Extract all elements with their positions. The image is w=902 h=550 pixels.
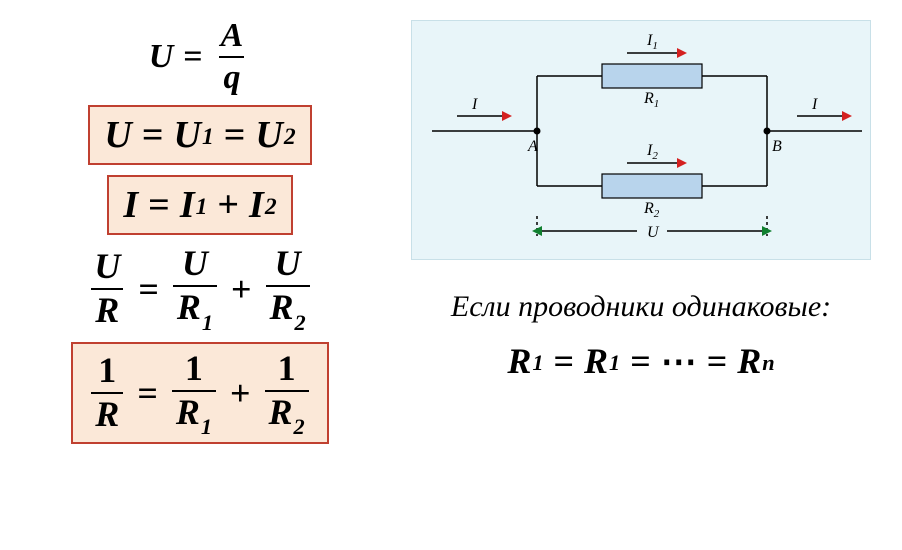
frac-1-R: 1 R xyxy=(91,352,123,434)
formula-reciprocal-resistance: 1 R = 1 R1 + 1 R2 xyxy=(71,342,328,444)
formula-parallel-voltage: U = U1 = U2 xyxy=(88,105,311,165)
label-I-left: I xyxy=(471,96,478,113)
equals: = xyxy=(707,340,728,382)
frac-1-R2: 1 R2 xyxy=(265,350,309,436)
label-node-B: B xyxy=(772,138,782,155)
var-U: U xyxy=(104,113,131,157)
fraction-A-over-q: A q xyxy=(217,18,248,95)
frac-1-R1: 1 R1 xyxy=(172,350,216,436)
equals: = xyxy=(138,268,159,310)
var-U1: U xyxy=(173,113,200,157)
var-R1: R xyxy=(507,340,531,382)
frac-U-R1: U R1 xyxy=(173,245,217,331)
label-R2: R2 xyxy=(643,200,660,220)
denominator-q: q xyxy=(219,56,244,96)
equals: = xyxy=(554,340,575,382)
label-I-right: I xyxy=(811,96,818,113)
diagram-column: I I A B I1 R1 xyxy=(400,0,902,550)
label-R1: R1 xyxy=(643,90,659,110)
var-I: I xyxy=(123,183,138,227)
var-I2: I xyxy=(249,183,264,227)
caption-identical-conductors: Если проводники одинаковые: xyxy=(451,290,831,324)
label-U: U xyxy=(647,224,660,241)
formula-equal-resistances: R1 = R1 = ⋯ = Rn xyxy=(507,340,774,382)
formula-parallel-current: I = I1 + I2 xyxy=(107,175,292,235)
frac-U-R2: U R2 xyxy=(266,245,310,331)
formula-U-over-R: U R = U R1 + U R2 xyxy=(86,245,313,331)
frac-U-R: U R xyxy=(90,248,124,330)
numerator-A: A xyxy=(217,18,248,56)
equals: = xyxy=(137,372,158,414)
formulas-column: U = A q U = U1 = U2 I = I1 + I2 U R xyxy=(0,0,400,550)
ellipsis: ⋯ xyxy=(661,340,697,382)
var-U: U xyxy=(149,38,174,76)
resistor-R2 xyxy=(602,174,702,198)
formula-voltage-definition: U = A q xyxy=(149,18,252,95)
var-U2: U xyxy=(255,113,282,157)
equals: = xyxy=(148,183,170,227)
plus: + xyxy=(231,268,252,310)
var-Rn: R xyxy=(737,340,761,382)
equals: = xyxy=(224,113,246,157)
label-I2: I2 xyxy=(646,142,658,162)
var-I1: I xyxy=(180,183,195,227)
label-I1: I1 xyxy=(646,32,658,52)
equals: = xyxy=(630,340,651,382)
var-R1b: R xyxy=(584,340,608,382)
circuit-svg: I I A B I1 R1 xyxy=(412,21,872,261)
plus: + xyxy=(217,183,239,227)
plus: + xyxy=(230,372,251,414)
resistor-R1 xyxy=(602,64,702,88)
equals: = xyxy=(183,38,202,76)
equals: = xyxy=(142,113,164,157)
parallel-circuit-diagram: I I A B I1 R1 xyxy=(411,20,871,260)
